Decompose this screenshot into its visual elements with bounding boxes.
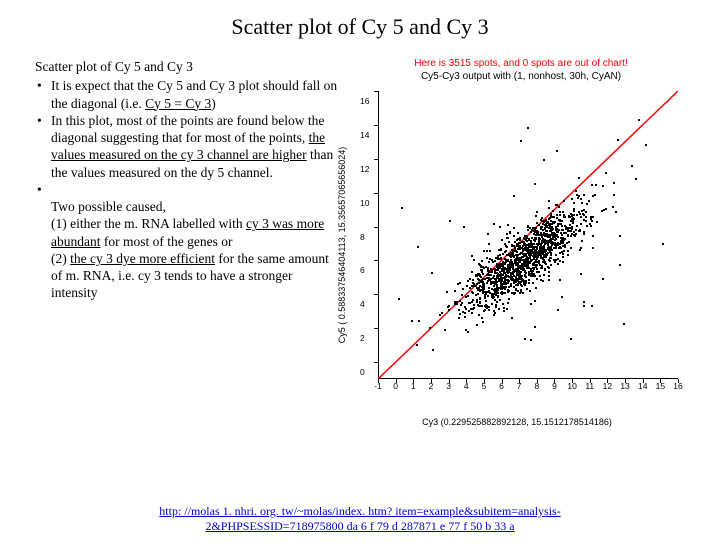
x-tick: 1 bbox=[411, 381, 416, 391]
scatter-points-layer bbox=[378, 91, 678, 379]
link-line-2: 2&PHPSESSID=718975800 da 6 f 79 d 287871… bbox=[205, 519, 514, 533]
x-tick: 7 bbox=[517, 381, 522, 391]
x-tick: 10 bbox=[567, 381, 576, 391]
bullet-3: Two possible caused, (1) either the m. R… bbox=[49, 181, 340, 302]
chart-header-red: Here is 3515 spots, and 0 spots are out … bbox=[346, 58, 696, 71]
content-row: Scatter plot of Cy 5 and Cy 3 It is expe… bbox=[0, 58, 720, 405]
page-title: Scatter plot of Cy 5 and Cy 3 bbox=[0, 14, 720, 40]
x-tick: 16 bbox=[673, 381, 682, 391]
chart-column: Here is 3515 spots, and 0 spots are out … bbox=[346, 58, 696, 405]
source-link[interactable]: http: //molas 1. nhri. org. tw/~molas/in… bbox=[159, 504, 560, 533]
y-tick: 6 bbox=[360, 265, 365, 275]
bullet-3-text-a: Two possible caused, (1) either the m. R… bbox=[51, 199, 246, 231]
link-line-1: http: //molas 1. nhri. org. tw/~molas/in… bbox=[159, 504, 560, 518]
description-column: Scatter plot of Cy 5 and Cy 3 It is expe… bbox=[35, 58, 340, 405]
subtitle: Scatter plot of Cy 5 and Cy 3 bbox=[35, 58, 340, 75]
x-tick: -1 bbox=[374, 381, 382, 391]
x-tick: 15 bbox=[656, 381, 665, 391]
scatter-plot: Cy5 ( 0.588337546404113, 15.356570656560… bbox=[346, 85, 688, 405]
y-tick: 8 bbox=[360, 232, 365, 242]
chart-header: Here is 3515 spots, and 0 spots are out … bbox=[346, 58, 696, 83]
x-tick: 5 bbox=[482, 381, 487, 391]
x-tick: 8 bbox=[534, 381, 539, 391]
x-axis-label: Cy3 (0.229525882892128, 15.1512178514186… bbox=[422, 417, 612, 427]
x-tick: 4 bbox=[464, 381, 469, 391]
y-tick: 10 bbox=[360, 198, 369, 208]
x-tick: 2 bbox=[429, 381, 434, 391]
y-tick: 0 bbox=[360, 367, 365, 377]
x-tick: 0 bbox=[393, 381, 398, 391]
x-tick: 13 bbox=[620, 381, 629, 391]
plot-area: -10123456789101112131415160246810121416 bbox=[378, 91, 678, 379]
bullet-1: It is expect that the Cy 5 and Cy 3 plot… bbox=[49, 77, 340, 112]
bullet-1-underline: Cy 5 = Cy 3 bbox=[145, 96, 211, 111]
footer-link: http: //molas 1. nhri. org. tw/~molas/in… bbox=[0, 504, 720, 534]
y-tick: 12 bbox=[360, 164, 369, 174]
x-tick: 14 bbox=[638, 381, 647, 391]
bullet-list: It is expect that the Cy 5 and Cy 3 plot… bbox=[35, 77, 340, 301]
y-tick: 2 bbox=[360, 333, 365, 343]
y-tick: 14 bbox=[360, 130, 369, 140]
bullet-2: In this plot, most of the points are fou… bbox=[49, 112, 340, 181]
x-tick: 3 bbox=[446, 381, 451, 391]
bullet-1-text-b: ) bbox=[211, 96, 216, 111]
y-tick: 16 bbox=[360, 96, 369, 106]
x-tick: 11 bbox=[585, 381, 594, 391]
y-tick: 4 bbox=[360, 299, 365, 309]
bullet-3-underline-2: the cy 3 dye more efficient bbox=[70, 251, 215, 266]
y-axis-label: Cy5 ( 0.588337546404113, 15.356570656560… bbox=[337, 147, 347, 344]
bullet-2-text-a: In this plot, most of the points are fou… bbox=[51, 113, 324, 145]
x-tick: 6 bbox=[499, 381, 504, 391]
x-tick: 9 bbox=[552, 381, 557, 391]
chart-header-black: Cy5-Cy3 output with (1, nonhost, 30h, Cy… bbox=[346, 71, 696, 84]
x-tick: 12 bbox=[603, 381, 612, 391]
